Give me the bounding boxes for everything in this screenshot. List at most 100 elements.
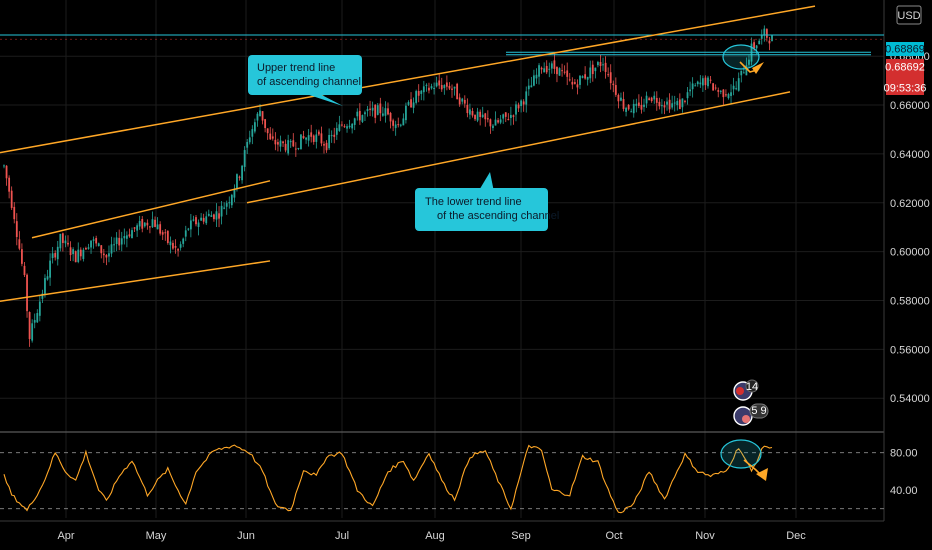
candle-bull: [364, 110, 366, 121]
candle-body: [484, 113, 487, 120]
candle-bear: [28, 311, 31, 347]
candle-body: [294, 148, 297, 150]
candle-bull: [691, 77, 694, 98]
candle-bear: [725, 89, 727, 97]
candle-bull: [653, 91, 656, 104]
candle-bear: [323, 141, 325, 154]
axis-lines: [0, 0, 885, 522]
candle-bull: [46, 269, 49, 281]
currency-badge[interactable]: USD: [896, 5, 922, 25]
candle-bear: [722, 89, 725, 105]
candle-bull: [289, 139, 292, 148]
candle-bear: [448, 82, 451, 90]
candle-body: [220, 205, 223, 217]
candle-body: [691, 83, 694, 90]
candle-bull: [113, 237, 115, 253]
candle-body: [146, 222, 149, 226]
candle-body: [405, 105, 407, 121]
candle-bear: [451, 84, 453, 98]
candle-body: [177, 249, 179, 251]
candle-bull: [694, 83, 697, 87]
candle-body: [133, 227, 136, 229]
candle-bull: [220, 200, 223, 225]
candle-body: [515, 104, 517, 115]
candle-body: [517, 104, 520, 109]
time-tick-label: Oct: [605, 530, 622, 542]
price-tick-label: 0.60000: [890, 247, 930, 259]
candle-body: [512, 115, 515, 117]
candle-body: [371, 107, 374, 111]
candle-body: [328, 134, 331, 149]
candle-body: [456, 83, 459, 100]
candle-bull: [151, 211, 154, 229]
candle-body: [653, 95, 656, 100]
candle-bull: [558, 67, 561, 76]
candle-bull: [125, 231, 128, 248]
price-tick-label: 0.66000: [890, 100, 930, 112]
candle-body: [658, 101, 661, 107]
candle-body: [18, 239, 21, 249]
candle-body: [668, 99, 671, 110]
candle-body: [105, 255, 108, 258]
candle-body: [351, 123, 354, 129]
candle-body: [248, 137, 251, 143]
candle-body: [637, 102, 640, 106]
candle-bull: [110, 236, 113, 258]
event-count-bottom: 5 9: [751, 405, 766, 417]
time-tick-label: May: [146, 530, 167, 542]
candle-body: [663, 105, 666, 108]
candle-body: [681, 98, 684, 108]
candle-body: [238, 176, 241, 178]
candle-bull: [771, 34, 773, 42]
candle-bear: [417, 84, 420, 103]
candle-body: [315, 134, 318, 142]
candle-bull: [64, 235, 67, 248]
candle-bull: [92, 236, 95, 249]
candle-body: [481, 114, 484, 118]
candle-body: [166, 230, 169, 243]
candle-body: [737, 78, 740, 91]
candle-bull: [200, 213, 203, 222]
candle-body: [8, 177, 11, 192]
candle-body: [438, 80, 441, 86]
candle-bear: [637, 94, 640, 109]
oscillator-pane: [0, 444, 884, 514]
candle-body: [479, 111, 482, 117]
candle-bear: [684, 99, 686, 104]
candle-body: [725, 94, 727, 96]
candle-bear: [284, 139, 287, 153]
event-markers[interactable]: 14 5 9: [733, 379, 769, 426]
candle-body: [90, 240, 92, 248]
candle-bear: [556, 66, 558, 83]
candle-body: [79, 249, 82, 257]
candle-body: [701, 78, 704, 86]
candle-body: [317, 131, 320, 135]
candle-bull: [415, 89, 418, 105]
candle-body: [379, 103, 382, 114]
candle-body: [21, 249, 23, 264]
candle-body: [358, 110, 361, 121]
oscillator-highlight-ellipse: [720, 439, 762, 469]
candle-body: [474, 114, 476, 120]
candle-body: [576, 84, 579, 88]
candle-bear: [274, 132, 277, 151]
candle-bear: [607, 67, 610, 78]
candle-bull: [44, 274, 46, 298]
candle-body: [428, 87, 430, 91]
candle-body: [545, 65, 548, 73]
candle-bear: [261, 111, 264, 125]
candle-bull: [97, 242, 100, 247]
candle-body: [346, 126, 348, 129]
candle-bull: [620, 92, 622, 102]
candle-body: [696, 81, 699, 85]
candle-bear: [458, 93, 461, 107]
candle-bull: [681, 98, 684, 113]
candle-bear: [573, 79, 576, 85]
candle-body: [632, 103, 635, 114]
flag-au-icon[interactable]: [733, 406, 753, 426]
horizontal-levels: [0, 34, 884, 56]
candle-bull: [520, 99, 523, 113]
candle-body: [23, 265, 26, 276]
